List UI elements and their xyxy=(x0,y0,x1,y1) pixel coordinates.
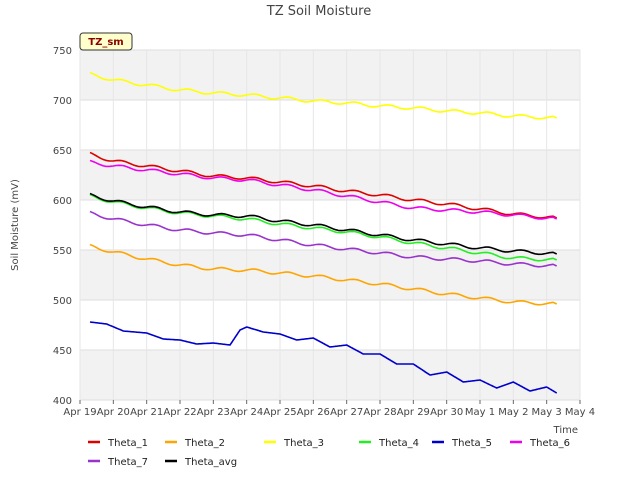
y-tick-label: 600 xyxy=(53,196,72,207)
series-line-theta-3 xyxy=(89,71,558,120)
y-tick-label: 650 xyxy=(53,146,72,157)
legend-label: Theta_5 xyxy=(451,438,492,449)
x-tick-label: Apr 28 xyxy=(363,407,396,418)
legend-item-theta-7: Theta_7 xyxy=(88,457,148,468)
x-tick-label: May 1 xyxy=(465,407,495,418)
x-tick-label: May 2 xyxy=(498,407,528,418)
x-tick-label: May 4 xyxy=(565,407,595,418)
badge: TZ_sm xyxy=(79,32,133,51)
plot-band xyxy=(80,50,580,100)
legend-label: Theta_avg xyxy=(184,457,237,468)
series-line-theta-avg xyxy=(89,192,558,256)
x-tick-label: Apr 26 xyxy=(297,407,330,418)
legend-label: Theta_1 xyxy=(107,438,148,449)
x-tick-label: Apr 23 xyxy=(197,407,230,418)
legend-label: Theta_4 xyxy=(378,438,419,449)
plot-bands xyxy=(80,50,580,400)
plot-area xyxy=(80,50,580,400)
series-line-theta-1 xyxy=(89,151,558,219)
y-axis-ticks: 400 450 500 550 600 650 700 750 xyxy=(53,46,72,407)
series-line-theta-5 xyxy=(89,321,558,394)
legend: Theta_1 Theta_2 Theta_3 Theta_4 Theta_5 Theta… xyxy=(88,438,570,468)
plot-band xyxy=(80,350,580,400)
legend-item-theta-avg: Theta_avg xyxy=(165,457,237,468)
y-tick-label: 500 xyxy=(53,296,72,307)
legend-item-theta-2: Theta_2 xyxy=(165,438,225,449)
y-tick-label: 700 xyxy=(53,96,72,107)
x-tick-label: Apr 27 xyxy=(330,407,363,418)
x-axis-label: Time xyxy=(553,425,578,436)
x-tick-label: Apr 29 xyxy=(397,407,430,418)
x-tick-label: Apr 21 xyxy=(130,407,163,418)
x-tick-label: Apr 22 xyxy=(163,407,196,418)
legend-label: Theta_6 xyxy=(529,438,570,449)
y-tick-label: 450 xyxy=(53,346,72,357)
legend-label: Theta_7 xyxy=(107,457,148,468)
legend-item-theta-5: Theta_5 xyxy=(432,438,492,449)
plot-band xyxy=(80,250,580,300)
legend-label: Theta_3 xyxy=(283,438,324,449)
series-line-theta-6 xyxy=(89,159,558,220)
x-tick-label: Apr 19 xyxy=(63,407,96,418)
y-tick-label: 750 xyxy=(53,46,72,57)
legend-item-theta-3: Theta_3 xyxy=(264,438,324,449)
y-axis-label: Soil Moisture (mV) xyxy=(10,179,21,271)
x-axis-ticks: Apr 19 Apr 20 Apr 21 Apr 22 Apr 23 Apr 24 Apr … xyxy=(63,400,595,418)
legend-label: Theta_2 xyxy=(184,438,225,449)
x-tick-label: Apr 25 xyxy=(263,407,296,418)
chart-title: TZ Soil Moisture xyxy=(266,4,372,19)
legend-item-theta-6: Theta_6 xyxy=(510,438,570,449)
legend-item-theta-4: Theta_4 xyxy=(359,438,419,449)
x-tick-label: Apr 20 xyxy=(97,407,130,418)
series-lines xyxy=(89,71,558,394)
x-tick-label: Apr 30 xyxy=(430,407,463,418)
y-tick-label: 550 xyxy=(53,246,72,257)
y-tick-label: 400 xyxy=(53,396,72,407)
badge-label: TZ_sm xyxy=(88,37,123,48)
badge-box xyxy=(79,32,133,51)
legend-item-theta-1: Theta_1 xyxy=(88,438,148,449)
series-line-theta-2 xyxy=(89,243,558,306)
series-line-theta-4 xyxy=(89,193,558,262)
plot-band xyxy=(80,150,580,200)
x-tick-label: Apr 24 xyxy=(230,407,263,418)
x-tick-label: May 3 xyxy=(532,407,562,418)
series-line-theta-7 xyxy=(89,210,558,268)
